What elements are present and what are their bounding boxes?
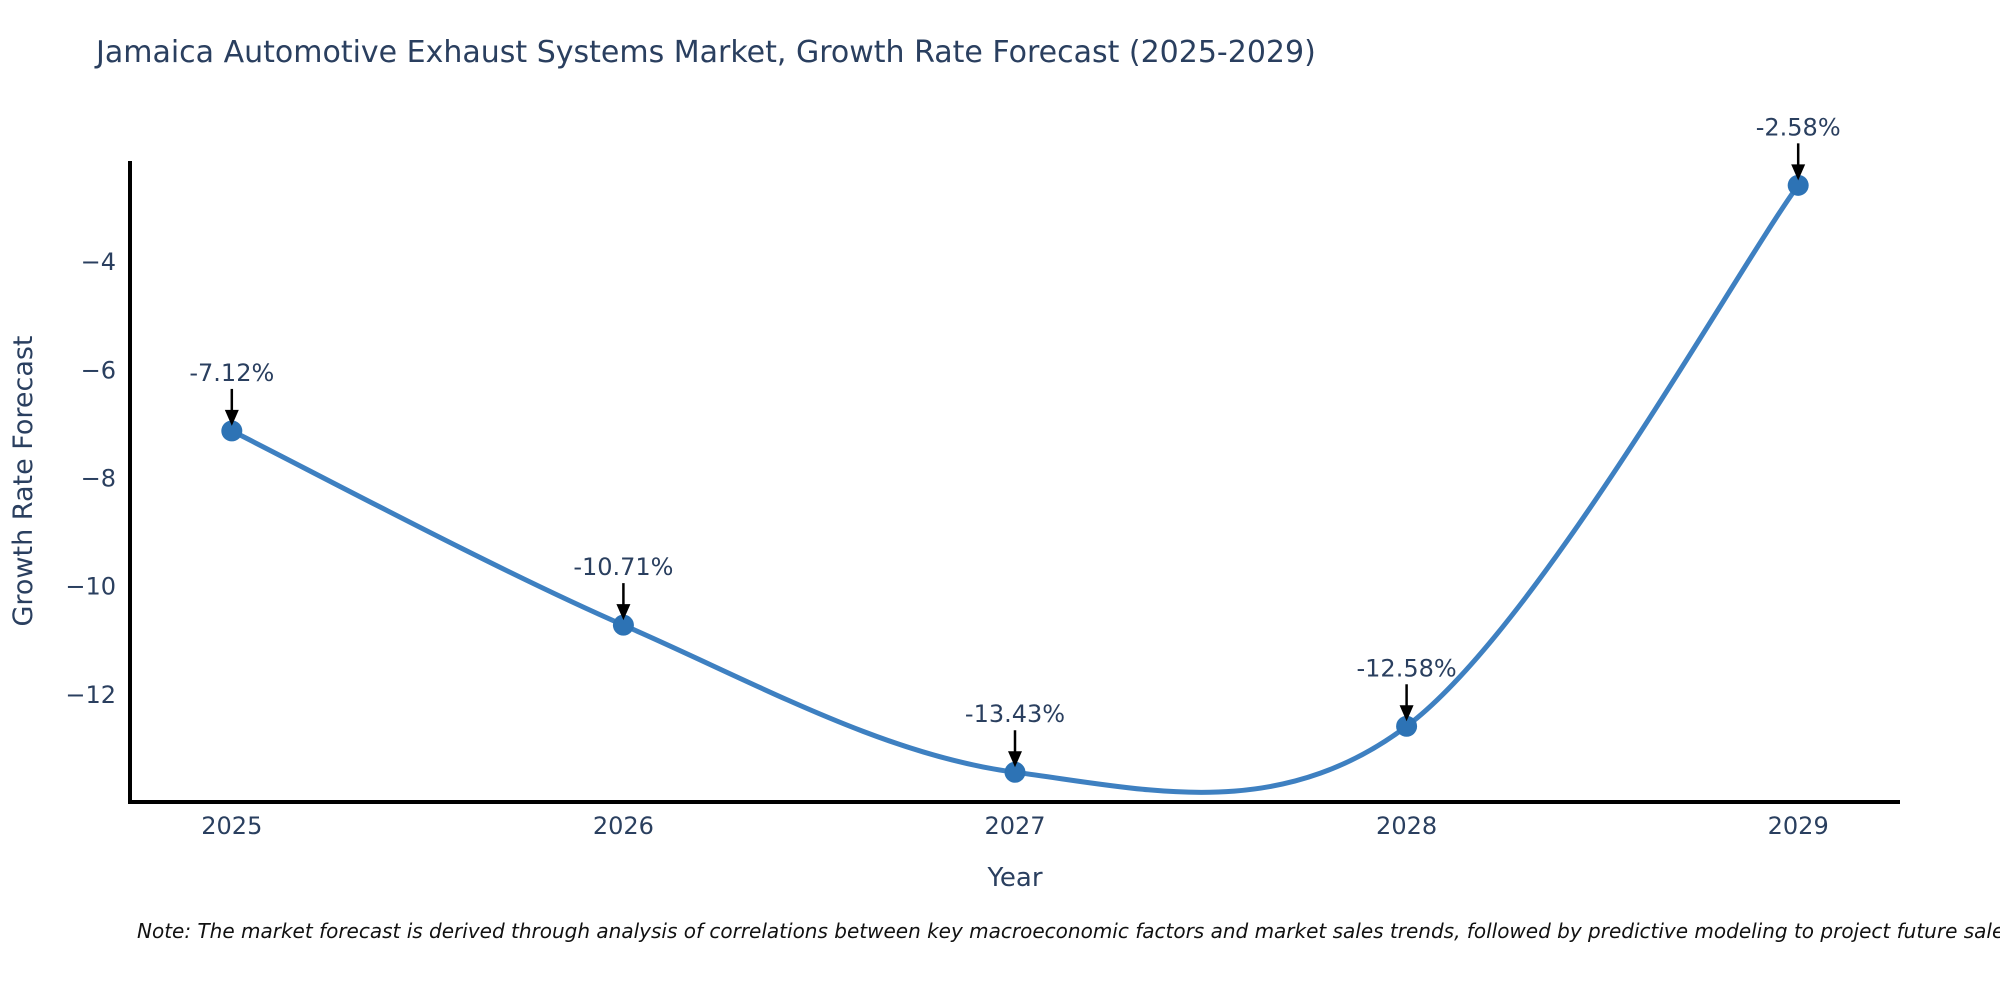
data-point-2026[interactable] <box>612 614 634 636</box>
x-axis-title: Year <box>986 863 1042 893</box>
data-point-2025[interactable] <box>221 420 243 442</box>
data-point-2029[interactable] <box>1787 174 1809 196</box>
x-tick-label: 2029 <box>1768 812 1829 840</box>
annotation-arrowhead-icon <box>1399 705 1414 722</box>
y-tick-label: −8 <box>81 465 116 493</box>
annotation-arrowhead-icon <box>224 409 239 426</box>
y-tick-label: −6 <box>81 356 116 384</box>
annotation-label: -2.58% <box>1756 113 1841 141</box>
y-tick-label: −4 <box>81 248 116 276</box>
y-tick-label: −10 <box>65 573 116 601</box>
x-tick-label: 2025 <box>201 812 262 840</box>
annotation-arrowhead-icon <box>1791 164 1806 181</box>
data-point-2027[interactable] <box>1004 761 1026 783</box>
annotation-label: -13.43% <box>965 700 1065 728</box>
plot-area: −4 −6 −8 −10 −12 2025 2026 2027 2028 2029 -7.12% -1… <box>65 113 1900 840</box>
axis-lines <box>128 161 1900 804</box>
x-tick-label: 2026 <box>593 812 654 840</box>
annotation-label: -7.12% <box>189 359 274 387</box>
x-tick-label: 2028 <box>1376 812 1437 840</box>
footnote: Note: The market forecast is derived thr… <box>137 919 2000 943</box>
y-tick-label: −12 <box>65 681 116 709</box>
annotation-arrowhead-icon <box>1008 751 1022 768</box>
x-tick-label: 2027 <box>984 812 1045 840</box>
series-line <box>229 182 1801 795</box>
annotation-arrowhead-icon <box>616 604 631 621</box>
y-axis-title: Growth Rate Forecast <box>8 335 39 626</box>
annotation-label: -10.71% <box>573 553 673 581</box>
chart-title: Jamaica Automotive Exhaust Systems Marke… <box>96 35 1316 70</box>
data-point-2028[interactable] <box>1396 715 1418 737</box>
annotation-label: -12.58% <box>1357 654 1457 682</box>
